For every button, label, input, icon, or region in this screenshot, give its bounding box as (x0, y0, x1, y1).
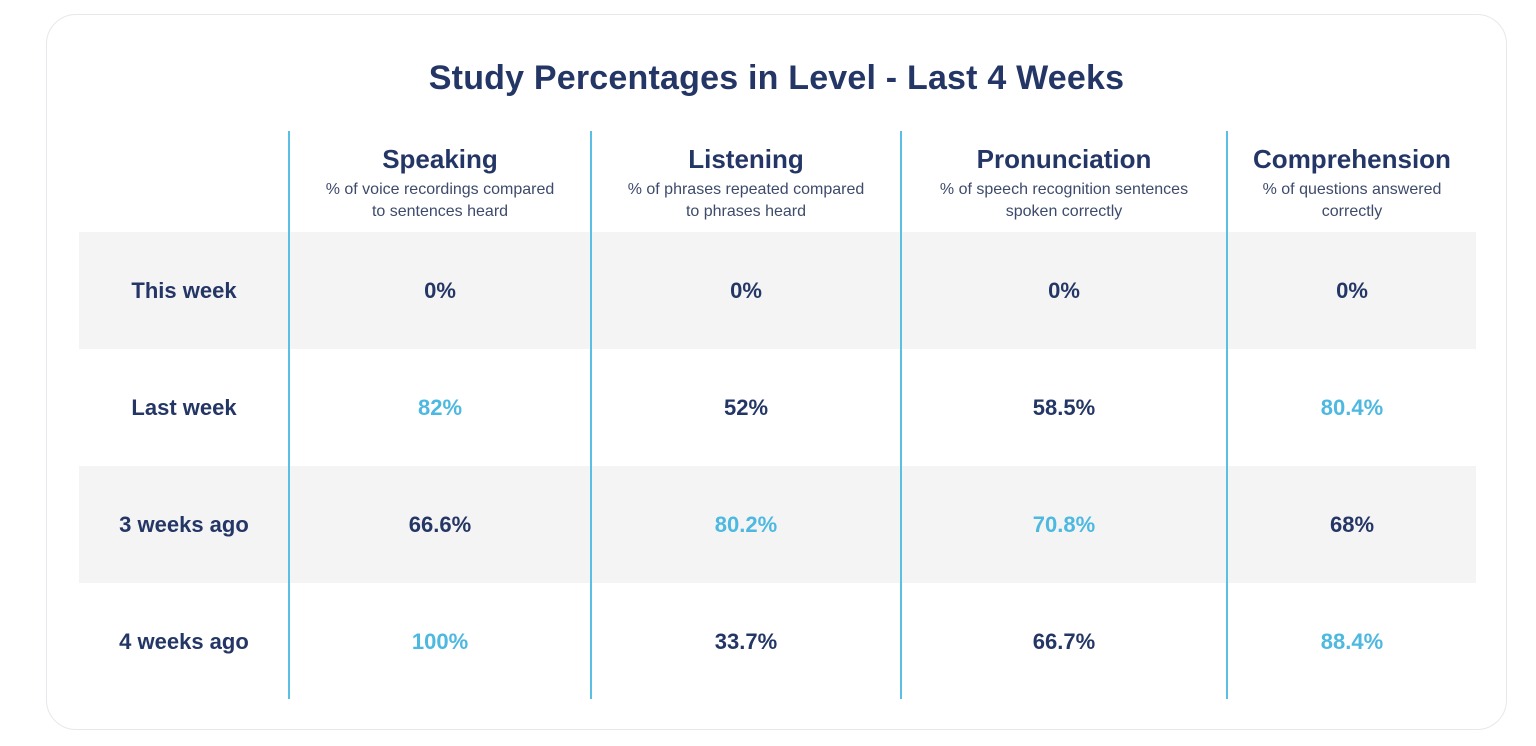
column-name: Speaking (382, 144, 498, 174)
table-cell: 100% (411, 628, 469, 654)
table-cell: 0% (730, 277, 762, 303)
table-cell: 0% (1048, 277, 1080, 303)
page-title: Study Percentages in Level - Last 4 Week… (428, 59, 1125, 97)
row-label: 4 weeks ago (119, 628, 249, 654)
column-divider (1226, 131, 1228, 699)
column-description: % of voice recordings compared to senten… (325, 181, 555, 220)
table-cell: 70.8% (1032, 511, 1096, 537)
column-divider (288, 131, 290, 699)
table-cell: 66.7% (1032, 628, 1096, 654)
column-name: Comprehension (1253, 144, 1451, 174)
study-percentages-card: Study Percentages in Level - Last 4 Week… (46, 14, 1507, 730)
column-name: Listening (688, 144, 804, 174)
column-description: % of speech recognition sentences spoken… (939, 181, 1189, 220)
table-cell: 88.4% (1320, 628, 1384, 654)
table-cell: 52% (723, 394, 769, 420)
column-header-comprehension: Comprehension % of questions answered co… (1227, 143, 1477, 233)
column-name: Pronunciation (976, 144, 1152, 174)
row-label: Last week (131, 394, 237, 420)
row-band-3-weeks-ago (79, 466, 1476, 583)
row-label: 3 weeks ago (119, 511, 249, 537)
table-cell: 33.7% (714, 628, 778, 654)
column-header-listening: Listening % of phrases repeated compared… (591, 143, 901, 233)
table-cell: 0% (1336, 277, 1368, 303)
column-description: % of questions answered correctly (1262, 181, 1442, 220)
table-cell: 68% (1329, 511, 1375, 537)
column-divider (590, 131, 592, 699)
table-cell: 80.2% (714, 511, 778, 537)
row-band-this-week (79, 232, 1476, 349)
table-cell: 58.5% (1032, 394, 1096, 420)
table-cell: 82% (417, 394, 463, 420)
table-cell: 80.4% (1320, 394, 1384, 420)
table-cell: 0% (424, 277, 456, 303)
column-divider (900, 131, 902, 699)
column-header-pronunciation: Pronunciation % of speech recognition se… (901, 143, 1227, 233)
column-header-speaking: Speaking % of voice recordings compared … (289, 143, 591, 233)
row-label: This week (131, 277, 237, 303)
table-cell: 66.6% (408, 511, 472, 537)
column-description: % of phrases repeated compared to phrase… (627, 181, 865, 220)
